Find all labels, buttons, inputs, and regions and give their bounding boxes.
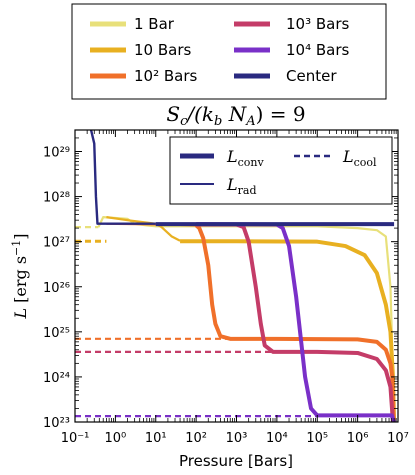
figure-legend-label: 10⁴ Bars <box>286 41 350 59</box>
series-10²-bars-conv-line <box>194 223 396 422</box>
y-axis-label: L [erg s−1] <box>10 233 30 319</box>
y-tick-label: 10²⁴ <box>43 371 70 386</box>
x-tick-label: 10⁷ <box>387 431 409 446</box>
x-tick-label: 10¹ <box>145 431 167 446</box>
figure-legend-label: 10² Bars <box>134 67 198 85</box>
figure-legend-label: 1 Bar <box>134 15 175 33</box>
y-tick-label: 10²⁷ <box>43 236 70 251</box>
y-tick-label: 10²⁹ <box>43 146 70 161</box>
series-10-bars-conv-line <box>180 239 397 422</box>
y-tick-label: 10²⁸ <box>43 191 70 206</box>
figure-legend-label: Center <box>286 67 337 85</box>
tick-layer: 10⁻¹ 10⁰ 10¹ 10² 10³ 10⁴ 10⁵ 10⁶ 10⁷ 10²³ 10²⁴ 10²⁵… <box>43 130 409 446</box>
figure-legend-label: 10 Bars <box>134 41 192 59</box>
x-axis-label: Pressure [Bars] <box>179 452 293 470</box>
inner-legend-frame <box>169 136 393 205</box>
y-tick-label: 10²⁶ <box>43 281 70 296</box>
y-tick-label: 10²³ <box>43 416 70 431</box>
x-tick-label: 10⁵ <box>306 431 328 446</box>
figure-legend: 1 Bar 10 Bars 10² Bars 10³ Bars 10⁴ Bars Cent… <box>71 3 387 100</box>
series-10⁴-bars-conv-line <box>196 222 396 422</box>
x-tick-label: 10² <box>185 431 207 446</box>
inner-legend: Lconv Lcool Lrad <box>169 136 393 205</box>
x-tick-label: 10⁶ <box>347 431 369 446</box>
chart-title: Sc/(kb NA) = 9 <box>166 102 305 129</box>
x-tick-label: 10⁰ <box>104 431 126 446</box>
x-tick-label: 10⁻¹ <box>61 431 90 446</box>
figure-legend-label: 10³ Bars <box>286 15 350 33</box>
x-tick-label: 10³ <box>226 431 248 446</box>
series-10³-bars-conv-line <box>196 222 395 422</box>
series-center-rad-line <box>89 130 156 225</box>
x-tick-label: 10⁴ <box>266 431 288 446</box>
y-tick-label: 10²⁵ <box>43 326 70 341</box>
plot-frame <box>74 129 399 423</box>
